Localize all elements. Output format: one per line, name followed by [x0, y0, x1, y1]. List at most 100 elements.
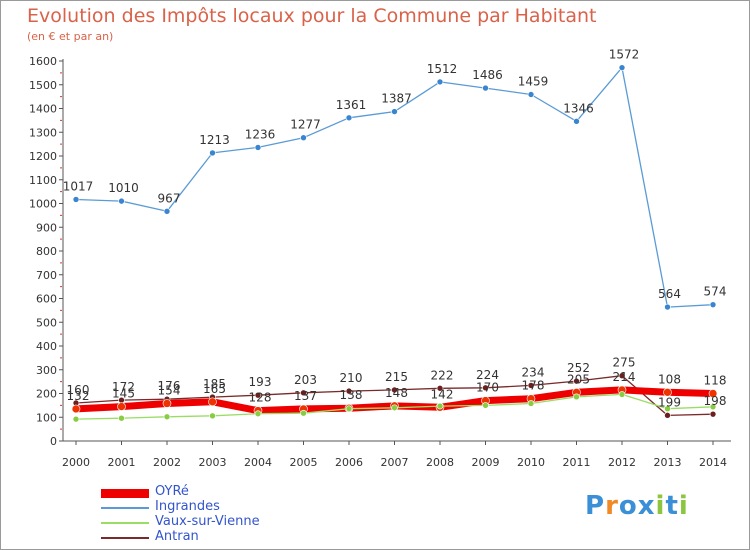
data-label: 193 — [249, 375, 272, 389]
data-label: 1459 — [518, 74, 549, 88]
data-label: 205 — [567, 372, 590, 386]
data-label: 234 — [522, 365, 545, 379]
point-vaux-sur-vienne — [300, 409, 307, 417]
point-ingrandes — [391, 108, 398, 115]
data-label: 252 — [567, 361, 590, 375]
legend-swatch — [101, 537, 149, 539]
data-label: 215 — [385, 370, 408, 384]
y-tick-label: 900 — [36, 221, 57, 234]
data-label: 1017 — [63, 179, 94, 193]
y-tick-label: 1600 — [29, 55, 57, 68]
data-label: 1361 — [336, 98, 367, 112]
point-ingrandes — [709, 301, 717, 308]
point-ingrandes — [118, 197, 125, 205]
x-tick-label: 2007 — [381, 456, 409, 469]
data-label: 1572 — [609, 48, 640, 62]
x-tick-label: 2002 — [153, 456, 181, 469]
data-label: 198 — [704, 394, 727, 408]
data-label: 967 — [158, 191, 181, 205]
point-vaux-sur-vienne — [436, 402, 444, 410]
data-label: 185 — [203, 377, 226, 391]
point-antran — [254, 391, 262, 399]
data-label: 108 — [658, 372, 681, 386]
point-antran — [391, 386, 398, 394]
point-ingrandes — [209, 149, 216, 157]
data-label: 170 — [476, 381, 499, 395]
y-tick-label: 400 — [36, 340, 57, 353]
y-tick-label: 200 — [36, 388, 57, 401]
point-ingrandes — [482, 84, 489, 92]
legend-label: Antran — [155, 529, 199, 544]
point-oyr- — [208, 397, 217, 407]
logo-letter: P — [585, 491, 606, 521]
point-vaux-sur-vienne — [163, 413, 171, 421]
data-label: 148 — [385, 386, 408, 400]
point-ingrandes — [573, 118, 580, 125]
data-label: 1213 — [199, 133, 230, 147]
point-oyr- — [71, 404, 81, 414]
point-antran — [527, 382, 535, 389]
y-tick-label: 1000 — [29, 198, 57, 211]
y-tick-label: 1400 — [29, 103, 57, 116]
point-antran — [300, 389, 307, 397]
data-label: 165 — [203, 382, 226, 396]
data-label: 128 — [249, 391, 272, 405]
point-oyr- — [162, 399, 172, 408]
data-label: 160 — [67, 383, 90, 397]
point-vaux-sur-vienne — [709, 403, 717, 411]
x-tick-label: 2012 — [608, 456, 636, 469]
y-tick-label: 100 — [36, 411, 57, 424]
data-label: 1486 — [472, 68, 503, 82]
point-antran — [664, 412, 671, 419]
y-tick-label: 800 — [36, 245, 57, 258]
y-tick-label: 700 — [36, 269, 57, 282]
point-antran — [573, 377, 580, 385]
data-label: 1236 — [245, 127, 276, 141]
y-tick-label: 1200 — [29, 150, 57, 163]
data-label: 137 — [294, 389, 317, 403]
x-tick-label: 2011 — [563, 456, 591, 469]
data-label: 172 — [112, 380, 135, 394]
point-ingrandes — [254, 144, 262, 151]
y-tick-label: 1300 — [29, 126, 57, 139]
data-label: 1387 — [381, 92, 412, 106]
x-tick-label: 2004 — [244, 456, 272, 469]
x-tick-label: 2014 — [699, 456, 727, 469]
point-ingrandes — [436, 78, 444, 86]
data-label: 222 — [431, 368, 454, 382]
data-label: 224 — [476, 368, 499, 382]
x-tick-label: 2000 — [62, 456, 90, 469]
legend-label: OYRé — [155, 484, 189, 499]
chart-subtitle: (en € et par an) — [27, 30, 114, 43]
x-tick-label: 2005 — [290, 456, 318, 469]
point-vaux-sur-vienne — [527, 400, 535, 407]
data-label: 564 — [658, 287, 681, 301]
point-antran — [482, 384, 489, 392]
data-label: 199 — [658, 395, 681, 409]
y-tick-label: 600 — [36, 293, 57, 306]
point-ingrandes — [163, 208, 171, 215]
logo-letter: t — [665, 491, 679, 521]
legend-label: Ingrandes — [155, 499, 220, 514]
line-chart: 0 100 200 300 400 500 600 700 800 900 1000 1100 1200… — [29, 48, 731, 469]
logo-letter: r — [605, 491, 619, 521]
point-vaux-sur-vienne — [118, 414, 125, 422]
point-vaux-sur-vienne — [209, 412, 216, 420]
point-antran — [436, 384, 444, 392]
data-label: 118 — [704, 374, 727, 388]
data-label: 142 — [431, 387, 454, 401]
y-tick-label: 1100 — [29, 174, 57, 187]
legend-swatch — [101, 507, 149, 509]
data-label: 1512 — [427, 62, 458, 76]
point-ingrandes — [527, 91, 535, 98]
data-label: 1010 — [108, 181, 139, 195]
data-label: 1346 — [563, 101, 594, 115]
point-ingrandes — [618, 64, 626, 71]
point-ingrandes — [664, 303, 671, 311]
proxiti-logo: Proxiti — [585, 491, 689, 521]
point-antran — [345, 387, 353, 395]
legend-swatch — [101, 522, 149, 524]
data-label: 574 — [704, 285, 727, 299]
x-tick-label: 2013 — [654, 456, 682, 469]
